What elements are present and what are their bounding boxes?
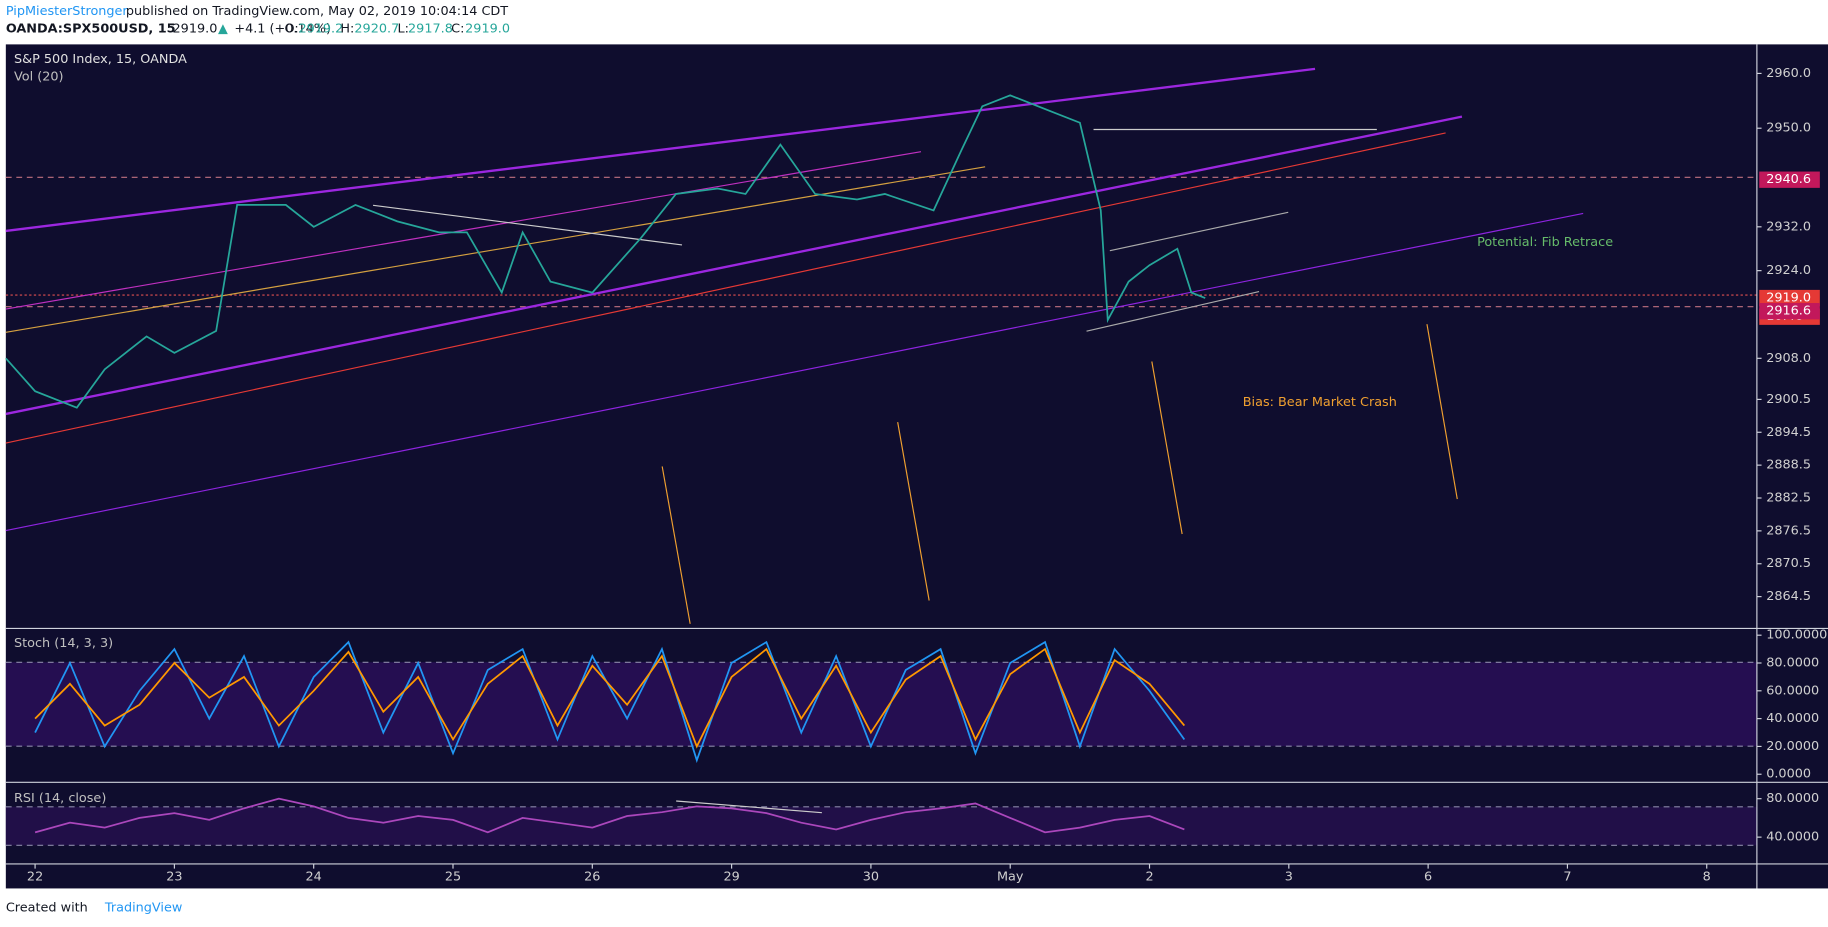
x-tick-label: 25 — [445, 869, 461, 884]
x-tick-label: 22 — [27, 869, 43, 884]
x-tick-label: 29 — [723, 869, 739, 884]
author[interactable]: PipMiesterStronger — [6, 4, 129, 19]
open: 2919.2 — [298, 22, 343, 37]
y-tick-label: 2888.5 — [1766, 458, 1811, 473]
x-tick-label: 6 — [1424, 869, 1432, 884]
arrow-line — [1426, 324, 1458, 500]
c-label: C: — [451, 22, 464, 37]
x-tick-label: 26 — [584, 869, 600, 884]
y-tick-label: 2950.0 — [1766, 121, 1811, 136]
footer-created: Created with — [6, 901, 88, 916]
x-tick-label: 8 — [1703, 869, 1711, 884]
symbol: OANDA:SPX500USD, 15 — [6, 22, 176, 37]
o-label: O: — [284, 22, 298, 37]
arrow-line — [661, 466, 691, 624]
y-tick-label: 60.0000 — [1766, 683, 1819, 698]
x-tick-label: 24 — [306, 869, 322, 884]
stoch-band — [5, 662, 1757, 747]
arrow: ▲ — [218, 22, 228, 37]
vol-label: Vol (20) — [14, 70, 64, 85]
trendline — [676, 800, 822, 814]
annotation: Bias: Bear Market Crash — [1243, 395, 1397, 410]
y-tick-label: 2876.5 — [1766, 523, 1811, 538]
levels — [5, 176, 1757, 846]
trendline — [5, 115, 1463, 416]
change: +4.1 (+0.14%) — [234, 22, 331, 37]
close: 2919.0 — [465, 22, 510, 37]
y-tick-label: 2908.0 — [1766, 351, 1811, 366]
y-tick-label: 2900.5 — [1766, 392, 1811, 407]
x-tick-label: May — [997, 869, 1024, 884]
x-tick-label: 3 — [1285, 869, 1293, 884]
price-badge-label: 2940.6 — [1766, 172, 1811, 187]
y-tick-label: 2960.0 — [1766, 66, 1811, 81]
annotation: Potential: Fib Retrace — [1477, 235, 1613, 250]
series-line — [34, 797, 1185, 834]
x-tick-label: 30 — [863, 869, 879, 884]
trendline — [5, 67, 1316, 233]
trendline — [1086, 290, 1260, 332]
l-label: L: — [398, 22, 409, 37]
y-tick-label: 80.0000 — [1766, 655, 1819, 670]
trendline — [5, 151, 922, 310]
chart-bg — [5, 44, 1828, 889]
price-badge — [1759, 289, 1820, 307]
trendline — [5, 212, 1584, 532]
footer-brand[interactable]: TradingView — [104, 901, 182, 916]
y-tick-label: 0.0000 — [1766, 767, 1811, 782]
last: 2919.0 — [173, 22, 218, 37]
trendline — [5, 132, 1446, 444]
price-badge — [1759, 171, 1820, 188]
y-tick-label: 2924.0 — [1766, 263, 1811, 278]
arrow-line — [1151, 361, 1183, 535]
series-line — [5, 94, 1206, 409]
high: 2920.7 — [354, 22, 399, 37]
y-tick-label: 2864.5 — [1766, 589, 1811, 604]
x-tick-label: 23 — [166, 869, 182, 884]
y-tick-label: 40.0000 — [1766, 830, 1819, 845]
drawings — [5, 67, 1584, 814]
y-tick-label: 2870.5 — [1766, 556, 1811, 571]
trendline — [1109, 211, 1289, 252]
price-badge-label: 2919.0 — [1766, 291, 1811, 306]
stoch-title: Stoch (14, 3, 3) — [14, 636, 113, 651]
x-tick-label: 2 — [1145, 869, 1153, 884]
y-tick-label: 2894.5 — [1766, 425, 1811, 440]
price-title: S&P 500 Index, 15, OANDA — [14, 52, 187, 67]
trendline — [372, 204, 683, 246]
rsi-title: RSI (14, close) — [14, 791, 106, 806]
price-badge — [1759, 303, 1820, 320]
x-tick-label: 7 — [1563, 869, 1571, 884]
series-line — [34, 647, 1186, 749]
arrow-line — [897, 422, 930, 601]
low: 2917.8 — [408, 22, 453, 37]
price-badge-label: 2916.6 — [1766, 304, 1811, 319]
y-tick-label: 2882.5 — [1766, 491, 1811, 506]
y-tick-label: 100.0000 — [1766, 628, 1827, 643]
y-tick-label: 2932.0 — [1766, 219, 1811, 234]
y-tick-label: 40.0000 — [1766, 711, 1819, 726]
h-label: H: — [340, 22, 354, 37]
rsi-band — [5, 806, 1757, 846]
y-tick-label: 20.0000 — [1766, 739, 1819, 754]
y-tick-label: 80.0000 — [1766, 791, 1819, 806]
published: published on TradingView.com, May 02, 20… — [126, 4, 508, 19]
